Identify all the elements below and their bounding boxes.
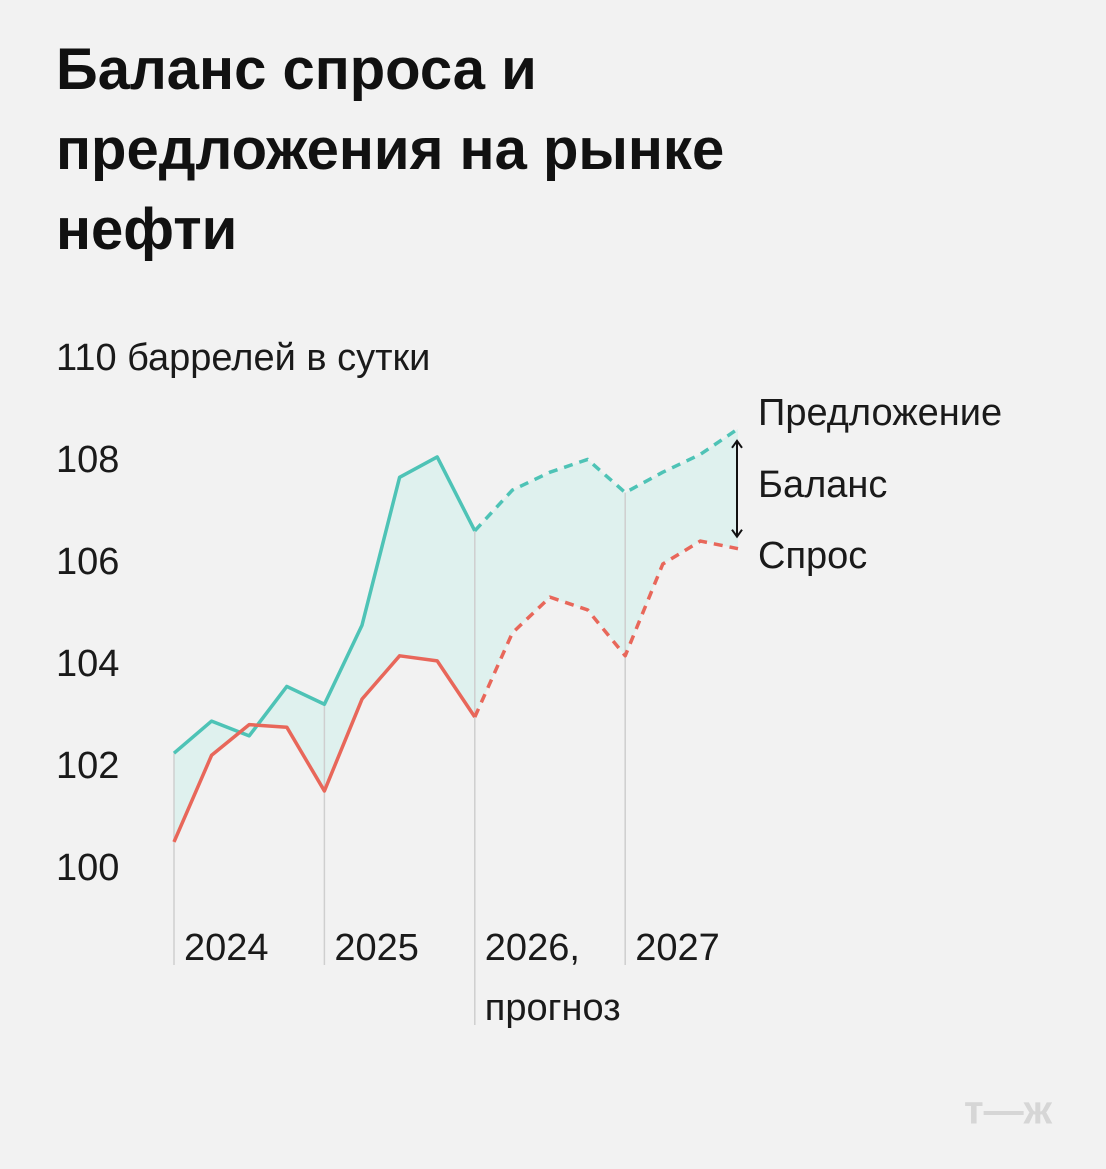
x-tick-label: 2024	[184, 927, 269, 969]
balance-area	[174, 428, 738, 842]
y-tick-label: 108	[56, 439, 119, 481]
arrow-head	[731, 529, 743, 539]
legend-label: Предложение	[758, 392, 1002, 434]
y-tick-label: 110 баррелей в сутки	[56, 337, 430, 379]
legend-label: Спрос	[758, 535, 867, 577]
x-tick-label: 2027	[635, 927, 720, 969]
series-line	[172, 654, 477, 843]
y-tick-label: 106	[56, 541, 119, 583]
annotation: Баланс	[758, 464, 887, 506]
chart-title: Баланс спроса и предложения на рынке неф…	[56, 37, 725, 262]
arrow-head	[731, 439, 743, 449]
series-line	[473, 539, 739, 718]
x-tick-label: 2025	[334, 927, 419, 969]
y-tick-label: 100	[56, 847, 119, 889]
y-tick-label: 104	[56, 643, 119, 685]
watermark: т—ж	[964, 1089, 1053, 1133]
series-line	[172, 455, 477, 755]
x-tick-label: 2026, прогноз	[484, 927, 621, 1029]
y-tick-label: 102	[56, 745, 119, 787]
series-line	[473, 427, 739, 533]
